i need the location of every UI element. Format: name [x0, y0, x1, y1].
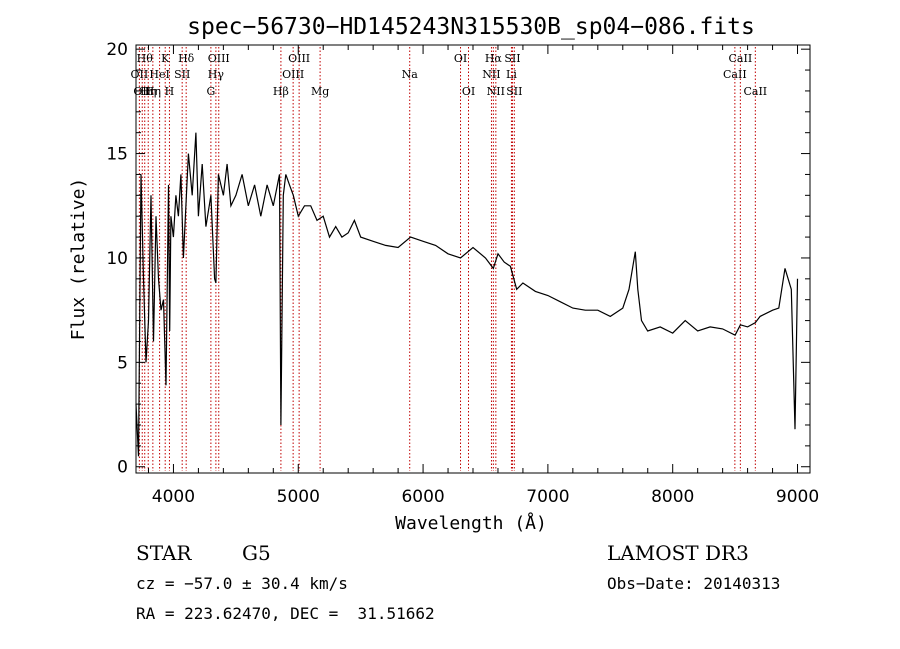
spectral-line-label: OIII: [282, 68, 304, 81]
spectral-line-markers: [138, 47, 756, 471]
spectral-line-label: OII: [131, 68, 149, 81]
spectral-line-label: G: [206, 85, 215, 98]
x-tick-label: 9000: [776, 487, 819, 507]
y-axis-ticks: 0 5 10 15 20: [106, 40, 810, 478]
y-tick-label: 15: [106, 145, 128, 165]
spectral-line-label: Hα: [485, 52, 503, 65]
x-axis-label: Wavelength (Å): [395, 512, 547, 534]
object-subclass: G5: [242, 541, 271, 565]
spectral-line-label: CaII: [729, 52, 753, 65]
redshift-velocity: cz = −57.0 ± 30.4 km/s: [136, 574, 348, 593]
spectral-line-label: NII: [482, 68, 500, 81]
object-class: STAR: [136, 541, 192, 565]
spectral-line-label: Hδ: [178, 52, 195, 65]
spectral-line-label: OII: [133, 85, 151, 98]
spectrum-line: [135, 132, 799, 457]
x-tick-label: 5000: [277, 487, 320, 507]
survey-name: LAMOST DR3: [607, 541, 749, 565]
spectral-line-label: CaII: [723, 68, 747, 81]
spectral-line-label: Hθ: [137, 52, 154, 65]
spectral-line-label: Hη: [140, 85, 156, 98]
x-tick-label: 7000: [526, 487, 569, 507]
spectral-line-label: OIII: [288, 52, 310, 65]
y-tick-label: 10: [106, 249, 128, 269]
spectral-line-label: NII: [487, 85, 505, 98]
spectral-line-label: Li: [506, 68, 517, 81]
coordinates: RA = 223.62470, DEC = 31.51662: [136, 604, 435, 623]
spectral-line-label: OI: [454, 52, 467, 65]
spectral-line-label: Hβ: [273, 85, 289, 98]
x-tick-label: 8000: [651, 487, 694, 507]
plot-frame: [135, 44, 811, 474]
spectral-line-label: CaII: [743, 85, 767, 98]
y-tick-label: 20: [106, 40, 128, 60]
spectral-line-label: HeI: [149, 68, 169, 81]
spectral-line-label: Na: [402, 68, 419, 81]
spectral-line-label: SII: [174, 68, 190, 81]
spectral-line-label: OI: [462, 85, 475, 98]
x-tick-label: 4000: [152, 487, 195, 507]
spectral-line-label: K: [161, 52, 170, 65]
y-axis-label: Flux (relative): [68, 178, 89, 341]
spectral-line-label: Mg: [311, 85, 329, 98]
x-tick-label: 6000: [401, 487, 444, 507]
spectral-line-label: H: [165, 85, 175, 98]
y-tick-label: 0: [117, 458, 128, 478]
spectral-line-label: Hη: [145, 85, 161, 98]
spectral-line-label: Hγ: [208, 68, 225, 81]
spectral-line-label: SII: [504, 52, 520, 65]
spectral-line-label: OIII: [208, 52, 230, 65]
x-axis-ticks: 4000 5000 6000 7000 8000 9000: [147, 45, 819, 507]
observation-date: Obs−Date: 20140313: [607, 574, 781, 593]
chart-title: spec−56730−HD145243N315530B_sp04−086.fit…: [187, 14, 755, 40]
spectral-line-label: SII: [506, 85, 522, 98]
y-tick-label: 5: [117, 353, 128, 373]
